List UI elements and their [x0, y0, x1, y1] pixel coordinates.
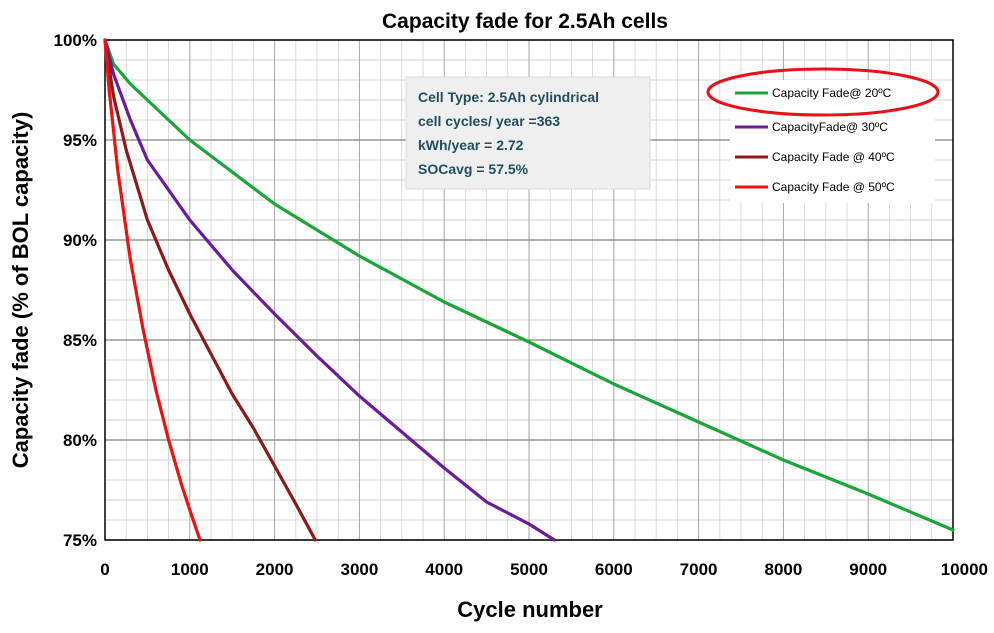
info-line-kwh: kWh/year = 2.72: [418, 137, 524, 153]
y-tick-label: 95%: [63, 131, 97, 150]
x-tick-label: 4000: [425, 560, 463, 579]
x-tick-label: 10000: [941, 560, 988, 579]
y-axis-label: Capacity fade (% of BOL capacity): [8, 112, 33, 469]
legend-label-2: Capacity Fade @ 40ºC: [772, 150, 895, 164]
legend: Capacity Fade@ 20ºC CapacityFade@ 30ºC Cap…: [706, 67, 940, 203]
legend-label-3: Capacity Fade @ 50ºC: [772, 180, 895, 194]
highlight-ellipse: [706, 67, 940, 117]
y-tick-label: 90%: [63, 231, 97, 250]
x-tick-label: 7000: [680, 560, 718, 579]
series-line-2: [103, 38, 317, 542]
series-line-3: [103, 38, 202, 542]
y-tick-label: 80%: [63, 431, 97, 450]
series-line-0: [103, 38, 955, 532]
x-tick-label: 6000: [595, 560, 633, 579]
y-tick-label: 85%: [63, 331, 97, 350]
x-tick-label: 8000: [764, 560, 802, 579]
chart-title: Capacity fade for 2.5Ah cells: [382, 10, 668, 33]
legend-label-0: Capacity Fade@ 20ºC: [772, 86, 892, 100]
y-tick-labels: 100% 95% 90% 85% 80% 75%: [54, 31, 97, 550]
x-tick-label: 9000: [849, 560, 887, 579]
x-axis-label: Cycle number: [457, 597, 603, 622]
x-tick-labels: 0 1000 2000 3000 4000 5000 6000 7000 8000 9000 100…: [100, 560, 988, 579]
y-tick-label: 75%: [63, 531, 97, 550]
info-line-cycles: cell cycles/ year =363: [418, 113, 560, 129]
y-tick-label: 100%: [54, 31, 97, 50]
x-tick-label: 1000: [171, 560, 209, 579]
x-tick-label: 0: [100, 560, 109, 579]
legend-label-1: CapacityFade@ 30ºC: [772, 120, 888, 134]
info-box-background: [405, 76, 651, 190]
info-box: Cell Type: 2.5Ah cylindrical cell cycles…: [405, 76, 651, 190]
series-layer: [103, 38, 955, 542]
legend-background: [730, 80, 935, 203]
info-line-cell-type: Cell Type: 2.5Ah cylindrical: [418, 89, 599, 105]
x-tick-label: 2000: [256, 560, 294, 579]
series-line-1: [103, 38, 557, 542]
info-line-socavg: SOCavg = 57.5%: [418, 161, 529, 177]
plot-area-border: [104, 39, 954, 541]
x-tick-label: 5000: [510, 560, 548, 579]
x-tick-label: 3000: [340, 560, 378, 579]
